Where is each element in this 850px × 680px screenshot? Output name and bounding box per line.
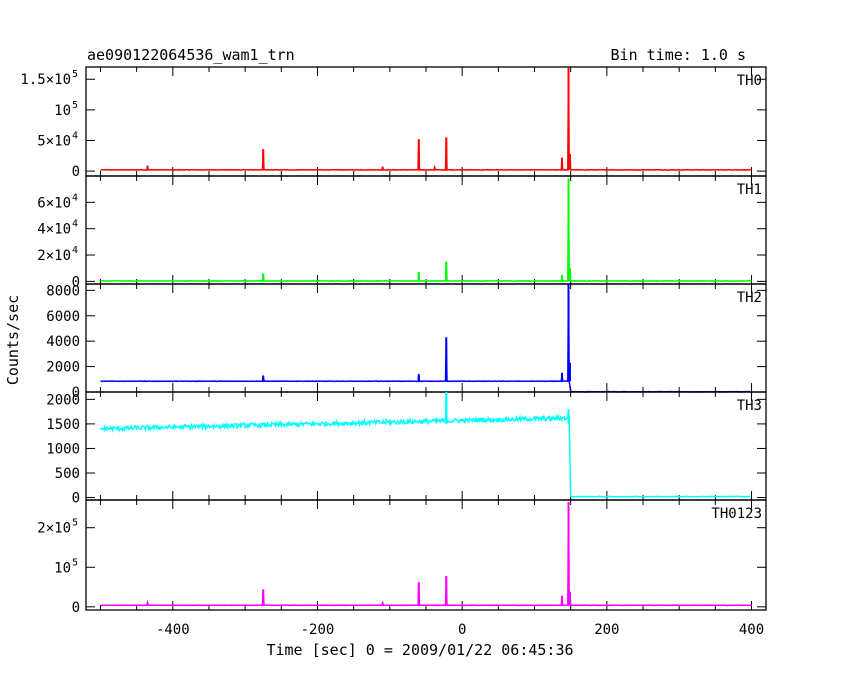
y-tick-label: 0 (72, 385, 80, 401)
panel-frame (85, 283, 767, 393)
y-tick-label: 6000 (46, 309, 80, 325)
series-line-th3 (99, 391, 751, 498)
series-label: TH3 (737, 398, 762, 414)
x-axis: -400 -200 0 200 400 (156, 622, 764, 638)
series-label: TH0 (737, 73, 762, 89)
panel-frame (85, 175, 767, 285)
y-tick-label: 0 (72, 491, 80, 507)
series-label: TH2 (737, 290, 762, 306)
y-tick-label: 1.5×10 (20, 72, 71, 88)
panel-th2: 8000 6000 4000 2000 0 TH2 (46, 283, 767, 401)
y-tick-label: 2000 (46, 392, 80, 408)
x-tick-label: 400 (739, 622, 764, 638)
y-tick-label: 4×10 (37, 222, 71, 238)
y-tick-label: 500 (55, 466, 80, 482)
y-tick-label: 1000 (46, 441, 80, 457)
y-tick-label: 2×10 (37, 248, 71, 264)
series-line-th0 (100, 66, 752, 172)
y-tick-exponent: 4 (72, 130, 78, 141)
y-tick-label: 10 (54, 560, 71, 576)
y-tick-exponent: 4 (72, 245, 78, 256)
y-tick-exponent: 4 (72, 219, 78, 230)
y-tick-exponent: 5 (72, 100, 78, 111)
x-tick-label: -400 (156, 622, 190, 638)
x-tick-label: 200 (594, 622, 619, 638)
y-tick-exponent: 5 (72, 557, 78, 568)
plot-title: ae090122064536_wam1_trn (87, 46, 295, 64)
y-tick-exponent: 5 (72, 69, 78, 80)
series-label: TH0123 (711, 506, 762, 522)
y-tick-label: 4000 (46, 334, 80, 350)
panel-frame (85, 499, 767, 611)
y-tick-exponent: 4 (72, 192, 78, 203)
series-line-th0123 (100, 501, 752, 607)
y-tick-label: 0 (72, 600, 80, 616)
panel-frame (85, 66, 767, 177)
y-tick-exponent: 5 (72, 518, 78, 529)
y-tick-label: 10 (54, 103, 71, 119)
y-tick-label: 0 (72, 274, 80, 290)
y-tick-label: 2000 (46, 360, 80, 376)
x-tick-label: -200 (301, 622, 335, 638)
bin-time-label: Bin time: 1.0 s (611, 46, 746, 64)
y-tick-label: 6×10 (37, 195, 71, 211)
y-tick-label: 0 (72, 164, 80, 180)
x-axis-label: Time [sec] 0 = 2009/01/22 06:45:36 (266, 641, 573, 659)
panel-th3: 2000 1500 1000 500 0 TH3 (46, 391, 767, 507)
y-tick-label: 5×10 (37, 133, 71, 149)
y-tick-label: 1500 (46, 417, 80, 433)
series-line-th2 (100, 283, 751, 393)
x-tick-label: 0 (458, 622, 466, 638)
y-tick-label: 8000 (46, 283, 80, 299)
series-label: TH1 (737, 182, 762, 198)
y-axis-label: Counts/sec (4, 295, 22, 385)
panel-frame (85, 391, 767, 501)
series-line-th1 (100, 178, 752, 283)
y-tick-label: 2×10 (37, 521, 71, 537)
